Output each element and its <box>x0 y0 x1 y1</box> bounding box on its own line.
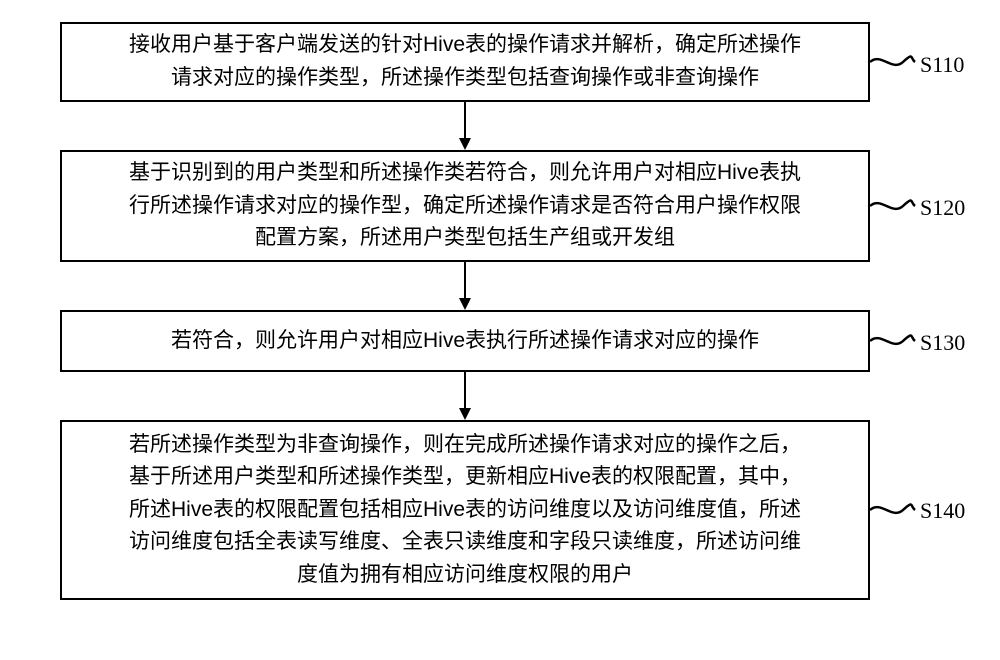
tilde-s130 <box>870 336 915 344</box>
tilde-s110 <box>870 57 915 65</box>
step-box-s120: 基于识别到的用户类型和所述操作类若符合，则允许用户对相应Hive表执 行所述操作… <box>60 150 870 262</box>
step-label-s140: S140 <box>920 498 965 524</box>
step-label-s110: S110 <box>920 52 964 78</box>
flowchart-container: 接收用户基于客户端发送的针对Hive表的操作请求并解析，确定所述操作 请求对应的… <box>0 0 1000 660</box>
step-text-s120: 基于识别到的用户类型和所述操作类若符合，则允许用户对相应Hive表执 行所述操作… <box>129 157 801 255</box>
step-text-s140: 若所述操作类型为非查询操作，则在完成所述操作请求对应的操作之后， 基于所述用户类… <box>129 429 801 592</box>
arrow-head-3 <box>459 408 471 420</box>
step-label-s130: S130 <box>920 330 965 356</box>
arrow-head-2 <box>459 298 471 310</box>
step-text-s130: 若符合，则允许用户对相应Hive表执行所述操作请求对应的操作 <box>171 325 759 358</box>
tilde-s120 <box>870 201 915 209</box>
arrow-head-1 <box>459 138 471 150</box>
step-box-s140: 若所述操作类型为非查询操作，则在完成所述操作请求对应的操作之后， 基于所述用户类… <box>60 420 870 600</box>
step-label-s120: S120 <box>920 195 965 221</box>
tilde-s140 <box>870 505 915 513</box>
step-box-s130: 若符合，则允许用户对相应Hive表执行所述操作请求对应的操作 <box>60 310 870 372</box>
step-box-s110: 接收用户基于客户端发送的针对Hive表的操作请求并解析，确定所述操作 请求对应的… <box>60 22 870 102</box>
step-text-s110: 接收用户基于客户端发送的针对Hive表的操作请求并解析，确定所述操作 请求对应的… <box>129 29 801 94</box>
